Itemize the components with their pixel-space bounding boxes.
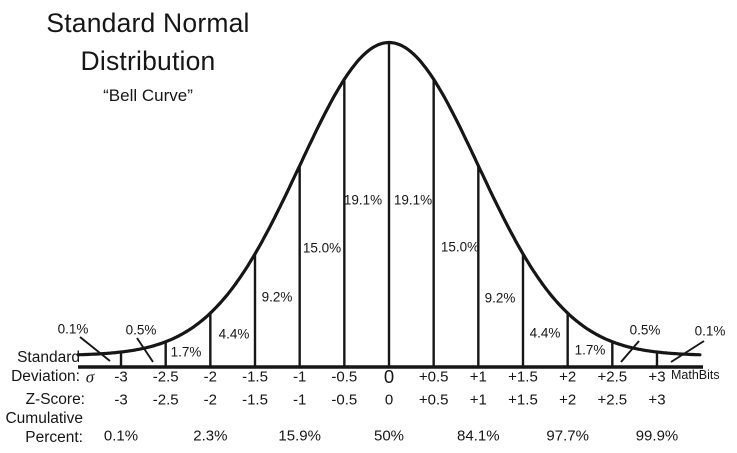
cumulative-percent-value: 50%: [373, 427, 405, 444]
standard-deviation-label-line2: Deviation:: [11, 367, 80, 385]
z-score-value: -2.5: [152, 391, 179, 408]
segment-percent-label: 0.1%: [694, 323, 726, 339]
standard-deviation-label-line1: Standard: [17, 349, 80, 366]
chart-title-line1: Standard Normal: [46, 8, 250, 38]
z-score-axis-label: Z-Score:: [25, 391, 85, 408]
chart-title-block: Standard Normal Distribution “Bell Curve…: [28, 0, 268, 106]
z-score-value: -1.5: [242, 391, 268, 408]
tail-percent-pointer-line: [79, 336, 111, 362]
segment-percent-label: 4.4%: [529, 325, 561, 341]
cumulative-percent-value: 0.1%: [103, 427, 139, 444]
tail-percent-pointer-line: [670, 340, 705, 363]
segment-percent-label: 19.1%: [393, 192, 433, 208]
cumulative-percent-value: 2.3%: [193, 427, 228, 444]
segment-percent-label: 15.0%: [302, 240, 342, 256]
z-score-value: -2: [203, 391, 217, 408]
segment-percent-label: 15.0%: [440, 239, 480, 255]
watermark: MathBits: [671, 368, 720, 382]
cumulative-percent-axis-label: Cumulative Percent:: [0, 409, 83, 447]
sd-tick-label: +2.5: [597, 368, 628, 386]
segment-percent-label: 1.7%: [170, 344, 202, 360]
z-score-value: +1: [469, 391, 487, 408]
z-score-value: +2.5: [597, 391, 628, 408]
segment-percent-label: 9.2%: [261, 289, 293, 305]
cumulative-percent-value: 97.7%: [546, 427, 589, 444]
sd-tick-label: -2.5: [152, 368, 179, 386]
sd-tick-label: +3: [648, 368, 666, 386]
z-score-value: +3: [648, 391, 666, 408]
cumulative-percent-value: 84.1%: [457, 427, 500, 444]
segment-percent-label: 0.5%: [125, 322, 157, 338]
sd-tick-label: -2: [203, 368, 217, 386]
segment-percent-label: 1.7%: [574, 342, 606, 358]
z-score-value: +1.5: [508, 391, 538, 408]
tail-percent-pointer-line: [136, 337, 154, 363]
segment-percent-label: 9.2%: [484, 290, 516, 306]
sd-tick-label: +0.5: [418, 368, 449, 386]
z-score-value: 0: [384, 391, 394, 408]
segment-percent-label: 19.1%: [343, 192, 383, 208]
tail-percent-pointer-line: [620, 340, 640, 363]
sd-tick-label: -0.5: [331, 368, 358, 386]
sd-tick-label: -3: [114, 368, 128, 386]
z-score-value: -0.5: [331, 391, 358, 408]
z-score-value: -1: [292, 391, 307, 408]
sd-tick-label: 0: [383, 365, 395, 387]
segment-percent-label: 4.4%: [218, 326, 250, 342]
z-score-value: -3: [114, 391, 128, 408]
chart-subtitle: “Bell Curve”: [103, 86, 193, 105]
segment-percent-label: 0.5%: [629, 322, 661, 338]
chart-title-line2: Distribution: [80, 46, 216, 76]
sigma-symbol: σ: [85, 367, 95, 387]
sd-tick-label: +1.5: [508, 368, 538, 386]
sd-tick-label: +2: [559, 368, 577, 386]
segment-percent-label: 0.1%: [57, 321, 89, 337]
cumulative-percent-label-line1: Cumulative: [5, 410, 83, 427]
standard-deviation-axis-label: Standard Deviation:: [0, 349, 80, 386]
sd-tick-label: -1.5: [242, 368, 268, 386]
z-score-value: +2: [559, 391, 577, 408]
sd-tick-label: -1: [292, 368, 307, 386]
cumulative-percent-value: 15.9%: [278, 427, 321, 444]
cumulative-percent-label-line2: Percent:: [25, 429, 83, 446]
z-score-value: +0.5: [418, 391, 449, 408]
cumulative-percent-value: 99.9%: [635, 427, 679, 444]
sd-tick-label: +1: [469, 368, 487, 386]
